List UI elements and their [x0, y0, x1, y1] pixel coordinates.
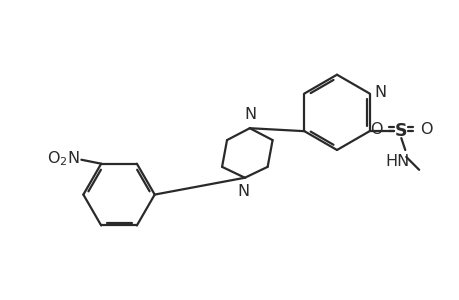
- Text: N: N: [237, 184, 249, 199]
- Text: S: S: [394, 122, 407, 140]
- Text: N: N: [244, 107, 256, 122]
- Text: N: N: [374, 85, 386, 100]
- Text: $\mathsf{O_2N}$: $\mathsf{O_2N}$: [46, 149, 79, 168]
- Text: HN: HN: [384, 154, 409, 169]
- Text: O: O: [419, 122, 432, 137]
- Text: O: O: [369, 122, 381, 137]
